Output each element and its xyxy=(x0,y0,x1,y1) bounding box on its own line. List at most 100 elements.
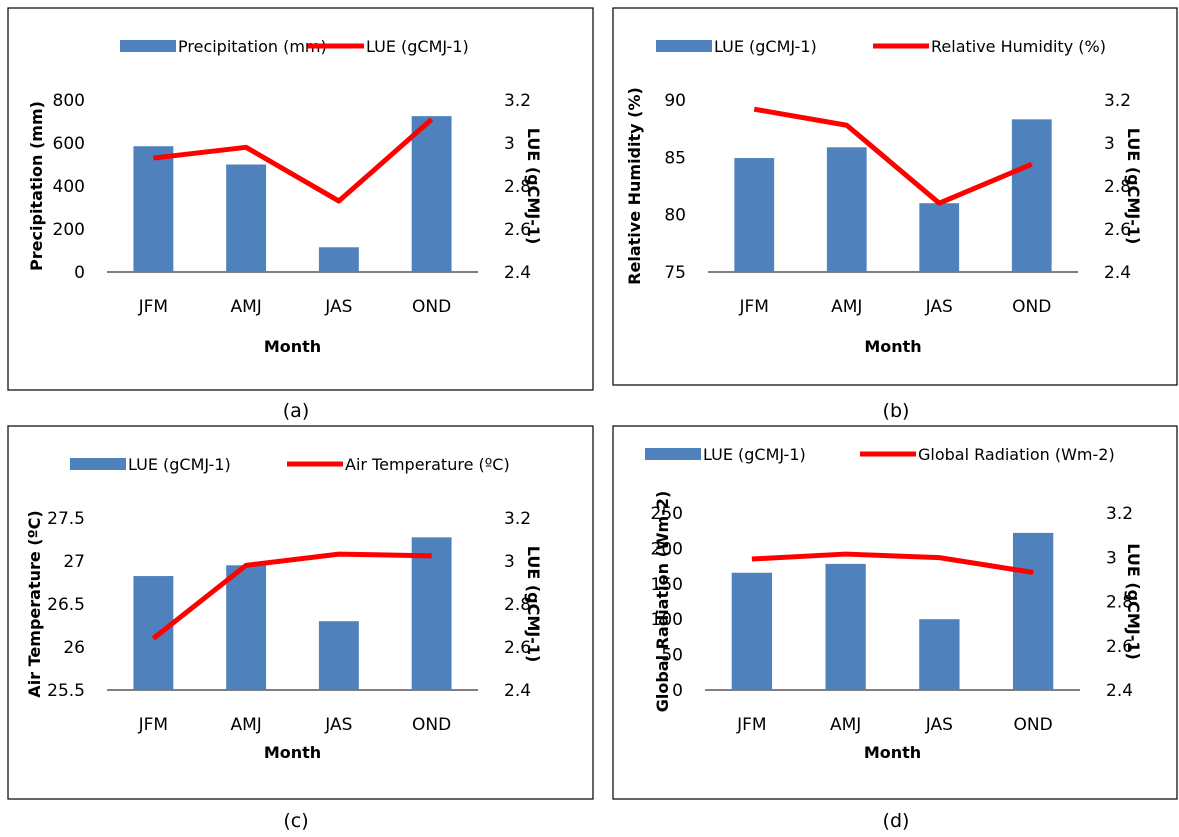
y-tick-label: 0 xyxy=(74,263,85,283)
y-tick-label: 27.5 xyxy=(47,509,85,529)
chart-frame xyxy=(612,425,1178,800)
bar-jfm xyxy=(734,158,775,272)
legend-bar-swatch xyxy=(645,448,701,460)
y2-tick-label: 3.2 xyxy=(1104,91,1131,111)
y2-tick-label: 2.6 xyxy=(1106,637,1133,657)
bar-ond xyxy=(1012,532,1054,690)
y-tick-label: 100 xyxy=(651,610,683,630)
chart-svg-c: 25.5 26 26.5 27 27.5 2.4 2.6 2.8 3 3.2 JFM AMJ JAS ON… xyxy=(7,425,594,800)
bar-jfm xyxy=(133,576,174,690)
y2-tick-label: 3.2 xyxy=(504,509,531,529)
legend-label: LUE (gCMJ-1) xyxy=(703,445,806,464)
legend-bar-swatch xyxy=(656,40,712,52)
bar-amj xyxy=(226,164,267,272)
y2-tick-label: 3.2 xyxy=(504,91,531,111)
y-tick-label: 80 xyxy=(664,206,686,226)
y-axis-title: Global Radiation (Wm-2) xyxy=(653,491,672,713)
legend-label: Precipitation (mm) xyxy=(178,37,327,56)
x-tick-label: OND xyxy=(1014,715,1053,735)
chart-svg-a: 0 200 400 600 800 2.4 2.6 2.8 3 3.2 JFM AMJ JAS OND Mo… xyxy=(7,7,594,391)
bar-amj xyxy=(826,147,867,272)
chart-panel-b: 75 80 85 90 2.4 2.6 2.8 3 3.2 JFM AMJ JAS OND Month Re… xyxy=(600,0,1179,430)
y2-tick-label: 2.4 xyxy=(504,681,531,701)
series-line xyxy=(151,551,432,641)
y-tick-label: 600 xyxy=(53,134,85,154)
y-tick-label: 26 xyxy=(63,638,85,658)
bar-ond xyxy=(411,537,452,690)
series-line xyxy=(753,106,1033,206)
y2-tick-label: 3 xyxy=(1104,134,1115,154)
y2-tick-label: 2.6 xyxy=(504,220,531,240)
x-tick-label: JAS xyxy=(925,715,953,735)
bar-jas xyxy=(318,247,359,272)
bar-jas xyxy=(919,203,960,272)
x-axis-title: Month xyxy=(264,743,321,762)
y2-tick-label: 3 xyxy=(504,134,515,154)
x-tick-label: AMJ xyxy=(230,715,261,735)
x-tick-label: JAS xyxy=(324,715,352,735)
y-tick-label: 85 xyxy=(664,148,686,168)
x-tick-label: JFM xyxy=(138,715,168,735)
y2-tick-label: 2.8 xyxy=(1104,177,1131,197)
y2-tick-label: 2.6 xyxy=(504,638,531,658)
x-tick-label: OND xyxy=(1012,297,1051,317)
y2-axis-title: LUE (gCMJ-1) xyxy=(524,128,543,245)
y2-tick-label: 2.4 xyxy=(1106,681,1133,701)
y-tick-label: 25.5 xyxy=(47,681,85,701)
y-tick-label: 150 xyxy=(651,575,683,595)
y-axis-title: Air Temperature (ºC) xyxy=(25,510,44,697)
legend-label: LUE (gCMJ-1) xyxy=(714,37,817,56)
chart-panel-c: 25.5 26 26.5 27 27.5 2.4 2.6 2.8 3 3.2 JFM AMJ JAS ON… xyxy=(0,418,600,837)
caption-d: (d) xyxy=(882,810,910,832)
caption-b: (b) xyxy=(882,400,910,422)
x-tick-label: OND xyxy=(412,715,451,735)
x-axis-title: Month xyxy=(864,743,921,762)
legend-bar-swatch xyxy=(120,40,176,52)
legend-label: LUE (gCMJ-1) xyxy=(128,455,231,474)
y-tick-label: 26.5 xyxy=(47,595,85,615)
y-tick-label: 0 xyxy=(672,681,683,701)
chart-frame xyxy=(7,7,594,391)
y2-tick-label: 2.4 xyxy=(1104,263,1131,283)
caption-c: (c) xyxy=(283,810,309,832)
x-tick-label: OND xyxy=(412,297,451,317)
legend-bar-swatch xyxy=(70,458,126,470)
legend-label: LUE (gCMJ-1) xyxy=(366,37,469,56)
y-tick-label: 75 xyxy=(664,263,686,283)
y2-tick-label: 2.8 xyxy=(1106,593,1133,613)
legend-label: Relative Humidity (%) xyxy=(931,37,1106,56)
x-tick-label: JFM xyxy=(736,715,766,735)
y-tick-label: 50 xyxy=(661,646,683,666)
y2-axis-title: LUE (gCMJ-1) xyxy=(1124,128,1143,245)
series-line xyxy=(751,551,1034,575)
series-line xyxy=(153,117,434,204)
x-tick-label: JFM xyxy=(739,297,769,317)
y-tick-label: 250 xyxy=(651,504,683,524)
x-tick-label: AMJ xyxy=(830,715,861,735)
y-tick-label: 200 xyxy=(53,220,85,240)
bar-jas xyxy=(919,619,960,690)
y-tick-label: 90 xyxy=(664,91,686,111)
chart-frame xyxy=(612,7,1178,386)
y2-tick-label: 3 xyxy=(1106,548,1117,568)
bar-jas xyxy=(318,621,359,690)
x-tick-label: JAS xyxy=(324,297,352,317)
y2-tick-label: 3.2 xyxy=(1106,504,1133,524)
y2-axis-title: LUE (gCMJ-1) xyxy=(1124,543,1143,660)
y-tick-label: 27 xyxy=(63,552,85,572)
y2-tick-label: 2.8 xyxy=(504,595,531,615)
y2-tick-label: 2.6 xyxy=(1104,220,1131,240)
chart-svg-d: 0 50 100 150 200 250 2.4 2.6 2.8 3 3.2 JFM AMJ JAS OND… xyxy=(612,425,1178,800)
bar-jfm xyxy=(133,146,174,272)
legend-label: Air Temperature (ºC) xyxy=(345,455,510,474)
chart-frame xyxy=(7,425,594,800)
x-axis-title: Month xyxy=(864,337,921,356)
chart-panel-a: 0 200 400 600 800 2.4 2.6 2.8 3 3.2 JFM AMJ JAS OND Mo… xyxy=(0,0,600,430)
y-tick-label: 200 xyxy=(651,539,683,559)
caption-a: (a) xyxy=(282,400,310,422)
y2-tick-label: 2.4 xyxy=(504,263,531,283)
x-tick-label: AMJ xyxy=(831,297,862,317)
bar-jfm xyxy=(731,572,773,690)
y-axis-title: Relative Humidity (%) xyxy=(625,87,644,285)
y2-axis-title: LUE (gCMJ-1) xyxy=(524,546,543,663)
